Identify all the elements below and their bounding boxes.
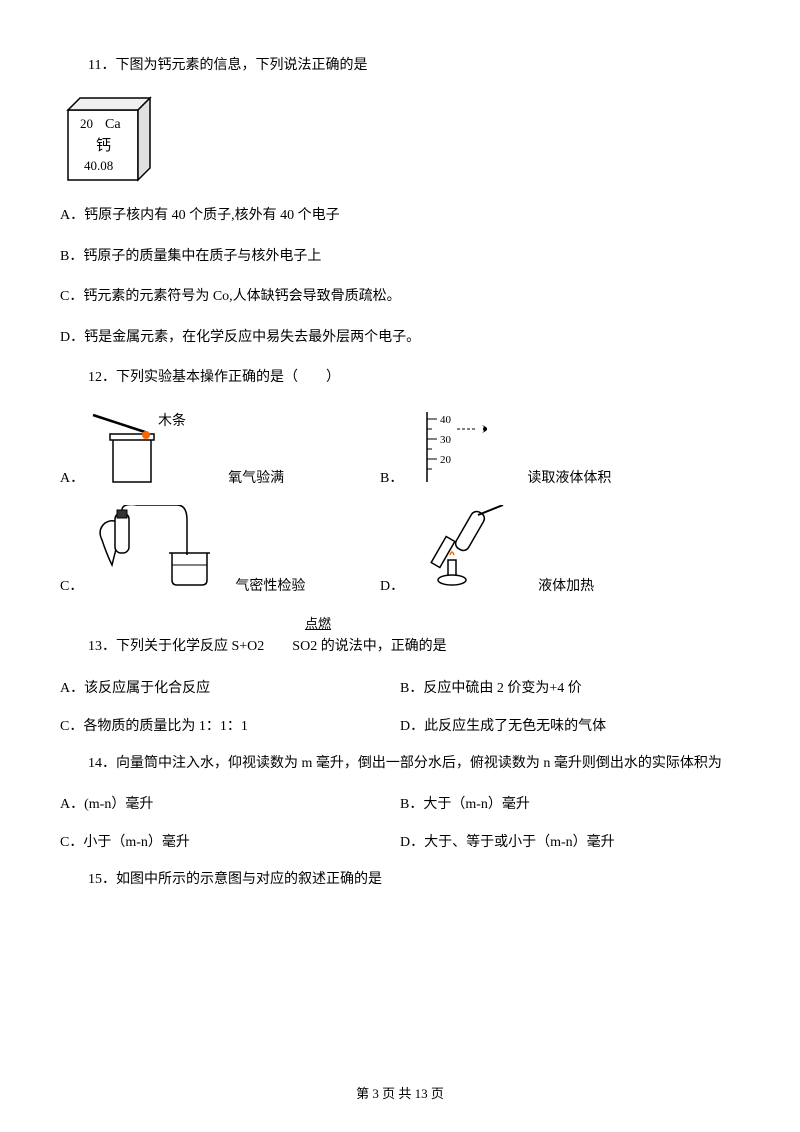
liquid-heating-icon [408, 505, 518, 595]
q12-c-letter: C． [60, 575, 83, 595]
q13-row2: C．各物质的质量比为 1：1：1 D．此反应生成了无色无味的气体 [60, 715, 740, 735]
q13-ignite: 点燃 [305, 613, 740, 632]
q11-element-box: 20 Ca 钙 40.08 [60, 95, 740, 185]
q13-option-d: D．此反应生成了无色无味的气体 [400, 715, 740, 735]
q11-stem: 11．下图为钙元素的信息，下列说法正确的是 [60, 55, 740, 77]
wood-stick-label: 木条 [158, 412, 186, 429]
element-name: 钙 [96, 137, 111, 154]
q14-row2: C．小于（m-n）毫升 D．大于、等于或小于（m-n）毫升 [60, 831, 740, 851]
q12-d-letter: D． [380, 575, 404, 595]
page-footer: 第 3 页 共 13 页 [0, 1083, 800, 1102]
element-symbol: Ca [105, 117, 121, 132]
q14-option-b: B．大于（m-n）毫升 [400, 793, 740, 813]
q15-stem: 15．如图中所示的示意图与对应的叙述正确的是 [60, 869, 740, 891]
q14-row1: A．(m-n）毫升 B．大于（m-n）毫升 [60, 793, 740, 813]
q12-d-caption: 液体加热 [538, 575, 594, 595]
q13-row1: A．该反应属于化合反应 B．反应中硫由 2 价变为+4 价 [60, 677, 740, 697]
q11-option-b: B．钙原子的质量集中在质子与核外电子上 [60, 246, 740, 268]
svg-text:20: 20 [440, 454, 452, 466]
q12-row1: A． 木条 氧气验满 B． 40 30 20 读取液体体积 [60, 407, 740, 487]
q14-stem: 14．向量筒中注入水，仰视读数为 m 毫升，倒出一部分水后，俯视读数为 n 毫升… [60, 753, 740, 775]
element-number: 20 [80, 116, 93, 131]
q12-b-letter: B． [380, 467, 403, 487]
calcium-element-icon: 20 Ca 钙 40.08 [60, 95, 160, 185]
q12-row2: C． 气密性检验 D． 液体加热 [60, 505, 740, 595]
q12-b-caption: 读取液体体积 [527, 467, 611, 487]
q14-option-d: D．大于、等于或小于（m-n）毫升 [400, 831, 740, 851]
q14-option-a: A．(m-n）毫升 [60, 793, 400, 813]
q13-option-a: A．该反应属于化合反应 [60, 677, 400, 697]
element-mass: 40.08 [84, 158, 113, 173]
airtight-check-icon [87, 505, 227, 595]
oxygen-fill-icon: 木条 [88, 407, 208, 487]
q14-option-c: C．小于（m-n）毫升 [60, 831, 400, 851]
q12-a-letter: A． [60, 467, 84, 487]
q13-option-c: C．各物质的质量比为 1：1：1 [60, 715, 400, 735]
q12-c-caption: 气密性检验 [235, 575, 305, 595]
q11-option-a: A．钙原子核内有 40 个质子,核外有 40 个电子 [60, 205, 740, 227]
q12-stem: 12．下列实验基本操作正确的是（ ） [60, 367, 740, 389]
q13-stem: 13．下列关于化学反应 S+O2 SO2 的说法中，正确的是 [60, 636, 740, 658]
q11-option-d: D．钙是金属元素，在化学反应中易失去最外层两个电子。 [60, 327, 740, 349]
q12-a-caption: 氧气验满 [228, 467, 284, 487]
q11-option-c: C．钙元素的元素符号为 Co,人体缺钙会导致骨质疏松。 [60, 286, 740, 308]
svg-text:30: 30 [440, 434, 452, 446]
read-volume-icon: 40 30 20 [407, 407, 507, 487]
q13-option-b: B．反应中硫由 2 价变为+4 价 [400, 677, 740, 697]
svg-text:40: 40 [440, 414, 452, 426]
